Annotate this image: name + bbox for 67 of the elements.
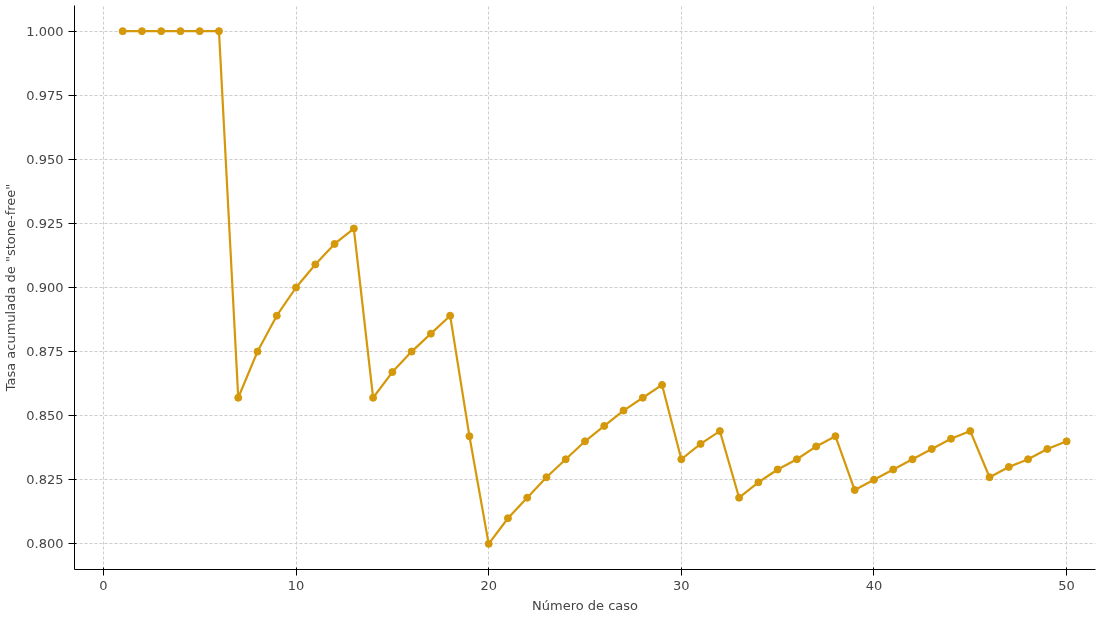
x-tick-label: 10 xyxy=(287,577,305,593)
x-tick-label: 50 xyxy=(1058,577,1075,593)
point xyxy=(831,432,840,441)
y-axis-title: Tasa acumulada de "stone-free" xyxy=(3,183,19,393)
point xyxy=(966,427,975,436)
point xyxy=(195,27,204,36)
y-tick-label: 0.875 xyxy=(26,344,64,360)
point xyxy=(426,329,435,338)
point xyxy=(407,347,416,356)
point xyxy=(503,514,512,523)
point xyxy=(388,368,397,377)
point xyxy=(330,239,339,248)
point xyxy=(542,473,551,482)
x-tick-label: 30 xyxy=(673,577,690,593)
point xyxy=(792,455,801,464)
point xyxy=(696,439,705,448)
y-tick-label: 0.825 xyxy=(26,472,64,488)
point xyxy=(850,486,859,495)
point xyxy=(176,27,185,36)
point xyxy=(638,393,647,402)
point xyxy=(581,437,589,446)
x-axis-title: Número de caso xyxy=(532,597,639,613)
point xyxy=(619,406,628,415)
x-tick-label: 20 xyxy=(480,577,497,593)
point xyxy=(234,393,243,402)
point xyxy=(889,465,898,474)
point xyxy=(561,455,570,464)
point xyxy=(773,465,782,474)
point xyxy=(1043,445,1052,453)
point xyxy=(292,283,301,292)
point xyxy=(754,478,763,487)
x-tick-label: 40 xyxy=(865,577,883,593)
point xyxy=(735,493,744,502)
point xyxy=(658,380,667,389)
point xyxy=(157,27,166,36)
point xyxy=(214,27,223,36)
point xyxy=(137,27,146,36)
point xyxy=(908,455,917,464)
point xyxy=(272,311,281,320)
point xyxy=(1024,455,1033,464)
y-tick-label: 0.900 xyxy=(26,280,64,295)
point xyxy=(677,455,686,464)
y-tick-label: 0.925 xyxy=(26,215,64,231)
point xyxy=(446,311,455,320)
point xyxy=(985,473,994,482)
point xyxy=(812,442,821,451)
point xyxy=(465,432,474,441)
point xyxy=(311,260,320,269)
y-tick-label: 0.950 xyxy=(26,151,64,167)
point xyxy=(1004,462,1013,471)
point xyxy=(600,421,609,430)
point xyxy=(869,475,878,484)
y-tick-label: 0.850 xyxy=(26,408,64,424)
point xyxy=(253,347,262,356)
y-tick-label: 0.800 xyxy=(26,536,64,552)
point xyxy=(947,434,956,443)
point xyxy=(118,27,127,36)
y-tick-label: 0.975 xyxy=(26,87,64,103)
point xyxy=(715,427,724,436)
x-tick-label: 0 xyxy=(99,577,108,593)
point xyxy=(1062,437,1071,446)
point xyxy=(523,493,532,502)
point xyxy=(369,393,378,402)
y-tick-label: 1.000 xyxy=(26,23,64,39)
point xyxy=(349,224,358,233)
point xyxy=(484,539,493,548)
point xyxy=(927,445,936,453)
